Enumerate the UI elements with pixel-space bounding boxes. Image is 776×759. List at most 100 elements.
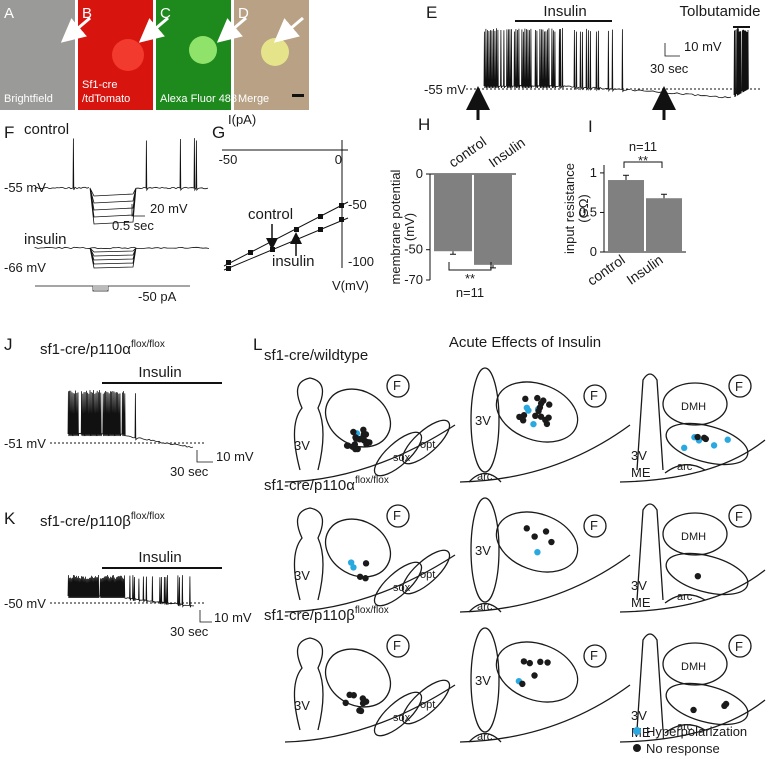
region-label: 3V <box>475 673 491 688</box>
region-label: 3V <box>631 708 647 723</box>
region-label: sox <box>393 712 411 724</box>
floor <box>619 439 766 483</box>
label: 10 mV <box>214 610 252 625</box>
tract <box>373 691 423 737</box>
region-label: F <box>735 639 743 654</box>
tick-label: -100 <box>348 254 374 269</box>
label: Insulin <box>138 364 181 381</box>
cell-dot <box>523 525 530 532</box>
tract <box>401 419 451 465</box>
cell-dot <box>724 436 731 443</box>
ventricle <box>636 503 664 601</box>
ventricle <box>293 377 324 471</box>
label: 30 sec <box>170 624 209 639</box>
y-tick-label: -70 <box>404 272 423 287</box>
ventricle <box>470 367 500 473</box>
tract <box>401 679 451 725</box>
cell-dot <box>542 528 550 535</box>
cell-dot <box>352 435 360 442</box>
genotype: sf1-cre/p110βflox/flox <box>264 605 389 624</box>
ventricle <box>470 497 500 603</box>
trace <box>34 138 210 269</box>
title: Acute Effects of Insulin <box>449 334 601 351</box>
label: -50 mV <box>4 596 46 611</box>
genotype-text: sf1-cre/p110α <box>264 477 355 494</box>
floor <box>619 569 766 613</box>
floor <box>619 699 766 743</box>
cell-dot <box>519 680 526 688</box>
cell-dot <box>356 707 363 714</box>
label: -51 mV <box>4 436 46 451</box>
panel-letter: E <box>426 3 437 22</box>
label: 30 sec <box>650 61 689 76</box>
step <box>93 285 108 290</box>
panel-letter: D <box>238 5 249 22</box>
x-tick-label: control <box>446 133 490 170</box>
cell-dot <box>546 401 553 408</box>
trace <box>67 390 194 448</box>
cell-dot <box>540 397 547 404</box>
region-label: DMH <box>681 531 706 543</box>
x-tick-label: Insulin <box>486 134 528 170</box>
y-tick-label: 1 <box>590 165 597 180</box>
bar <box>474 174 512 265</box>
dmh <box>662 382 728 426</box>
bar <box>646 198 682 252</box>
caption: Merge <box>238 93 269 105</box>
label: -50 pA <box>138 289 177 304</box>
cell-dot <box>694 572 702 580</box>
fit-line <box>223 201 349 267</box>
region-label: opt <box>420 439 435 451</box>
label: 20 mV <box>150 201 188 216</box>
cell <box>112 39 144 71</box>
panel-letter: J <box>4 335 13 354</box>
region-label: 3V <box>631 448 647 463</box>
panel-letter: F <box>4 123 14 142</box>
tick-label: 0 <box>335 152 342 167</box>
region-label: F <box>590 388 598 403</box>
arc-region <box>664 594 706 604</box>
cell-dot <box>535 407 542 415</box>
region-label: DMH <box>681 661 706 673</box>
region-label: F <box>590 518 598 533</box>
region-label: 3V <box>294 568 310 583</box>
significance: ** <box>638 153 648 168</box>
cell-dot <box>350 564 357 571</box>
fornix <box>728 634 752 658</box>
floor <box>459 684 631 743</box>
vmh <box>324 518 392 578</box>
cell-dot <box>343 442 351 449</box>
label: insulin <box>272 253 315 270</box>
region-label: arc <box>477 731 493 743</box>
dmh <box>662 512 728 556</box>
panel-letter: K <box>4 509 16 528</box>
cell-dot <box>531 672 538 679</box>
cell-dot <box>359 695 367 702</box>
cell-dot <box>721 702 728 710</box>
legend-dot <box>633 727 641 735</box>
cell-dot <box>523 404 531 411</box>
label: 0.5 sec <box>112 218 154 233</box>
sig-bracket <box>623 161 663 168</box>
arc-region <box>664 464 706 474</box>
vmh <box>324 388 392 448</box>
vmh <box>665 422 749 466</box>
cell-dot <box>362 560 370 567</box>
region-label: sox <box>393 582 411 594</box>
panel-letter: L <box>253 335 262 354</box>
cell-dot <box>526 659 533 667</box>
axis-label: (GΩ) <box>576 194 591 223</box>
fornix <box>728 374 752 398</box>
region-label: arc <box>477 471 493 483</box>
x-tick-label: Insulin <box>623 251 665 287</box>
label: 10 mV <box>684 39 722 54</box>
ventricle <box>636 373 664 471</box>
panel-letter: B <box>82 5 92 22</box>
label: -55 mV <box>424 82 466 97</box>
cell-dot <box>710 442 718 449</box>
y-tick-label: 0.5 <box>579 204 597 219</box>
legend-label: No response <box>646 741 720 756</box>
trace <box>35 285 190 292</box>
